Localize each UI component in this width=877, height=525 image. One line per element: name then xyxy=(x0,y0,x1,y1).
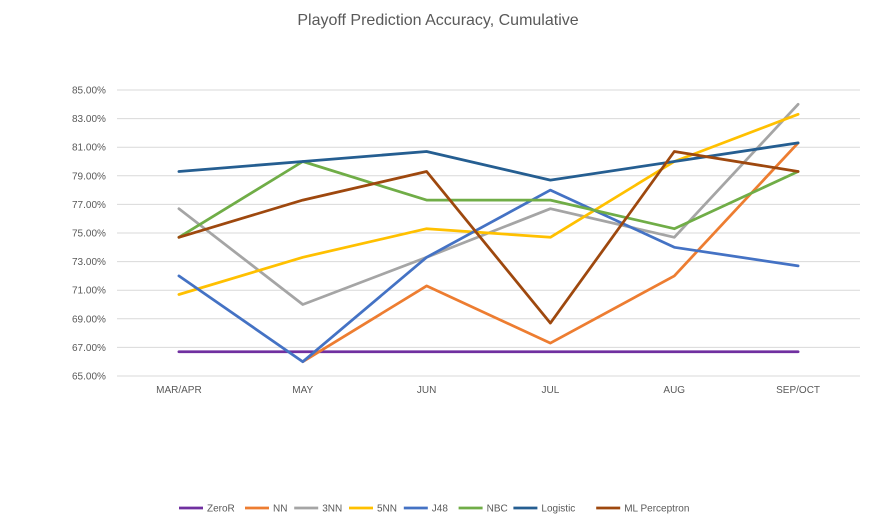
x-tick-label: SEP/OCT xyxy=(776,385,820,396)
y-tick-label: 67.00% xyxy=(72,343,106,354)
legend-label: 5NN xyxy=(377,504,397,515)
y-tick-label: 85.00% xyxy=(72,86,106,97)
y-tick-label: 79.00% xyxy=(72,171,106,182)
x-tick-label: AUG xyxy=(663,385,685,396)
y-tick-label: 71.00% xyxy=(72,286,106,297)
series-line-nbc xyxy=(177,160,800,239)
series-line-ml-perceptron xyxy=(177,150,800,325)
x-tick-label: MAY xyxy=(292,385,313,396)
y-tick-label: 65.00% xyxy=(72,372,106,383)
y-tick-label: 81.00% xyxy=(72,143,106,154)
legend: ZeroR NN 3NN 5NN J48 NBC Logistic ML Perceptron xyxy=(179,504,689,515)
legend-label: J48 xyxy=(432,504,449,515)
legend-label: ML Perceptron xyxy=(624,504,689,515)
legend-label: Logistic xyxy=(541,504,575,515)
series-line-logistic xyxy=(177,141,800,182)
series-line-nn xyxy=(301,141,800,364)
y-tick-label: 75.00% xyxy=(72,229,106,240)
legend-label: NBC xyxy=(487,504,508,515)
x-tick-label: JUL xyxy=(542,385,560,396)
y-tick-label: 73.00% xyxy=(72,257,106,268)
x-axis-tick-labels: MAR/APR MAY JUN JUL AUG SEP/OCT xyxy=(156,385,820,396)
legend-label: NN xyxy=(273,504,287,515)
series-line-j48 xyxy=(177,188,800,364)
x-tick-label: JUN xyxy=(417,385,436,396)
y-tick-label: 77.00% xyxy=(72,200,106,211)
legend-label: ZeroR xyxy=(207,504,235,515)
y-axis-tick-labels: 65.00% 67.00% 69.00% 71.00% 73.00% 75.00% 77.0… xyxy=(72,86,106,383)
y-tick-label: 83.00% xyxy=(72,114,106,125)
chart-title: Playoff Prediction Accuracy, Cumulative xyxy=(297,12,578,29)
legend-label: 3NN xyxy=(322,504,342,515)
series-lines xyxy=(177,102,800,364)
y-tick-label: 69.00% xyxy=(72,314,106,325)
x-tick-label: MAR/APR xyxy=(156,385,202,396)
